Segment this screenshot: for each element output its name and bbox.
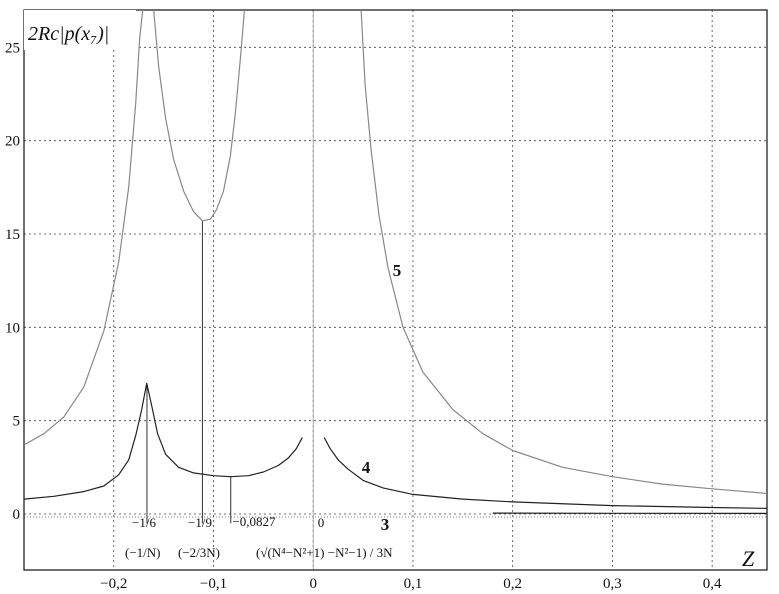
zero-annotation: 0 (318, 515, 325, 530)
annotation-layer: −1/6 (−1/N) −1/9 (−2/3N) −0,0827 (√(N⁴−N²+1) … (125, 261, 401, 560)
x-tick-label: 0,2 (503, 576, 522, 592)
x-tick-label: 0 (309, 576, 317, 592)
plot-frame (23, 9, 768, 571)
series-5-line (23, 9, 144, 446)
marker-label: −1/6 (132, 515, 156, 530)
x-tick-label: 0,3 (603, 576, 622, 592)
marker-sublabel: (−2/3N) (178, 545, 220, 560)
curve-label-3: 3 (381, 515, 390, 534)
series-5-line (360, 9, 768, 495)
marker-sublabel: (−1/N) (125, 545, 161, 560)
curve-label-4: 4 (362, 458, 371, 477)
y-tick-label: 0 (13, 507, 21, 523)
marker-label: −1/9 (188, 515, 212, 530)
x-tick-label: −0,2 (100, 576, 127, 592)
y-axis-label: 2Rc|p(x₇)| (28, 23, 109, 45)
y-tick-label: 15 (5, 227, 20, 243)
y-tick-label: 20 (5, 134, 20, 150)
marker-sublabel: (√(N⁴−N²+1) −N²−1) / 3N (256, 545, 393, 560)
grid-layer (24, 10, 767, 570)
marker-lines (146, 220, 232, 524)
series-layer (23, 9, 768, 514)
series-5-line (153, 9, 245, 222)
ylabel-box (24, 10, 136, 50)
x-axis-label: Z (742, 546, 755, 571)
series-4-line (23, 382, 303, 500)
series-4-line (323, 437, 768, 509)
x-tick-label: 0,1 (404, 576, 423, 592)
marker-label: −0,0827 (232, 514, 276, 529)
y-tick-label: 10 (5, 320, 20, 336)
x-tick-label: 0,4 (703, 576, 722, 592)
curve-label-5: 5 (393, 261, 402, 280)
y-tick-label: 5 (13, 414, 21, 430)
tick-labels: −0,2 −0,1 0 0,1 0,2 0,3 0,4 0 5 10 15 20 25 (5, 40, 722, 592)
axes-frame (23, 9, 768, 571)
x-tick-label: −0,1 (200, 576, 227, 592)
y-tick-label: 25 (5, 40, 20, 56)
